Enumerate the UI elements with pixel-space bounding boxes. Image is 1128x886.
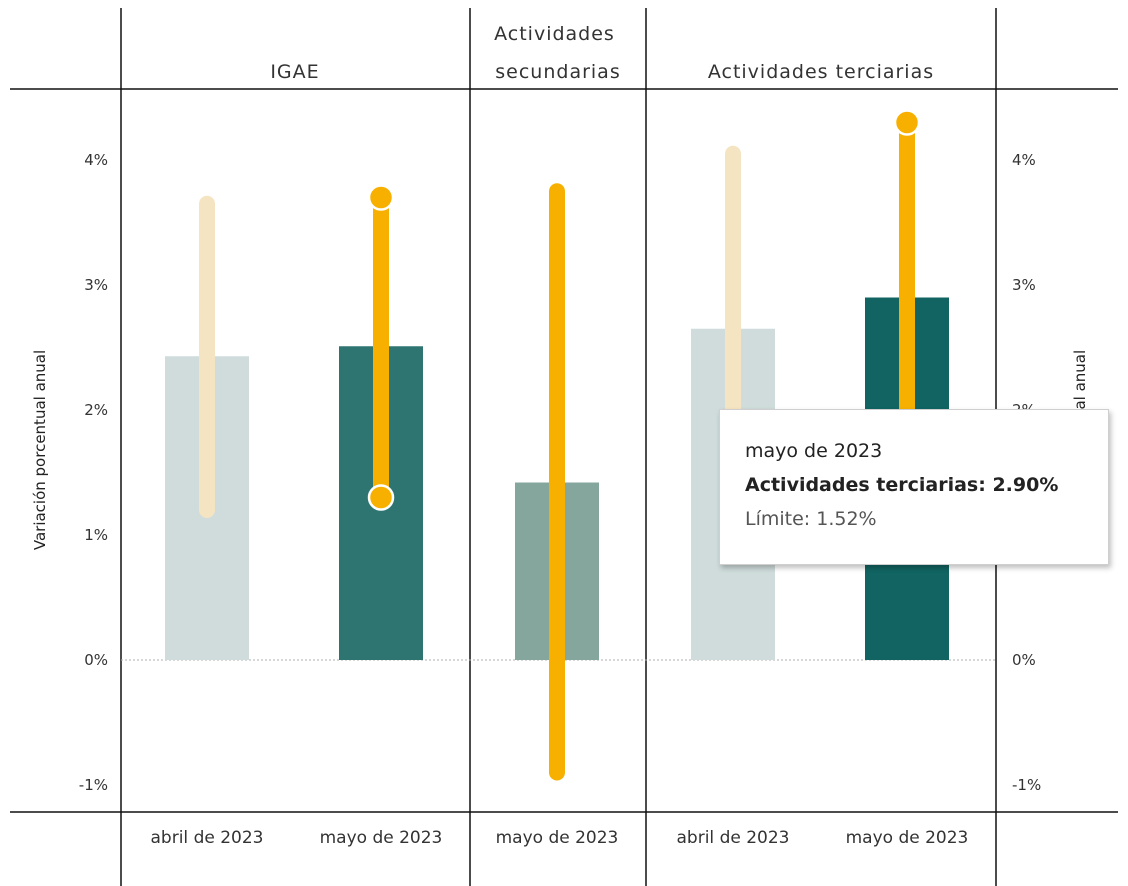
panel-header-igae: IGAE — [270, 61, 319, 83]
x-category-label: abril de 2023 — [151, 828, 264, 848]
x-category-label: abril de 2023 — [677, 828, 790, 848]
y-tick-label-left: 2% — [84, 401, 108, 419]
range-marker[interactable] — [367, 184, 395, 211]
range-marker[interactable] — [367, 484, 395, 511]
panel-header-secundarias-line: Actividades — [494, 23, 615, 45]
tooltip: mayo de 2023 Actividades terciarias: 2.9… — [719, 409, 1109, 565]
y-tick-label-right: 0% — [1012, 651, 1036, 669]
panel-header-terciarias: Actividades terciarias — [708, 61, 934, 83]
y-tick-label-right: 4% — [1012, 151, 1036, 169]
x-category-label: mayo de 2023 — [846, 828, 969, 848]
y-tick-label-left: 3% — [84, 276, 108, 294]
y-tick-label-left: 1% — [84, 526, 108, 544]
x-category-label: mayo de 2023 — [320, 828, 443, 848]
tooltip-limit: Límite: 1.52% — [745, 508, 877, 530]
tooltip-value: Actividades terciarias: 2.90% — [745, 474, 1059, 496]
y-tick-label-left: 0% — [84, 651, 108, 669]
range-marker[interactable] — [893, 109, 921, 136]
y-tick-label-right: 3% — [1012, 276, 1036, 294]
y-axis-left: 4% 3% 2% 1% 0% -1% — [79, 151, 108, 794]
x-axis-categories: abril de 2023 mayo de 2023 mayo de 2023 abr… — [151, 828, 969, 848]
panel-header-secundarias: Actividades secundarias — [494, 23, 622, 83]
y-tick-label-left: -1% — [79, 776, 108, 794]
panel-header-secundarias-line: secundarias — [495, 61, 620, 83]
y-tick-label-right: -1% — [1012, 776, 1041, 794]
tooltip-title: mayo de 2023 — [745, 440, 883, 462]
x-category-label: mayo de 2023 — [496, 828, 619, 848]
y-tick-label-left: 4% — [84, 151, 108, 169]
y-axis-title-left: Variación porcentual anual — [31, 350, 49, 550]
